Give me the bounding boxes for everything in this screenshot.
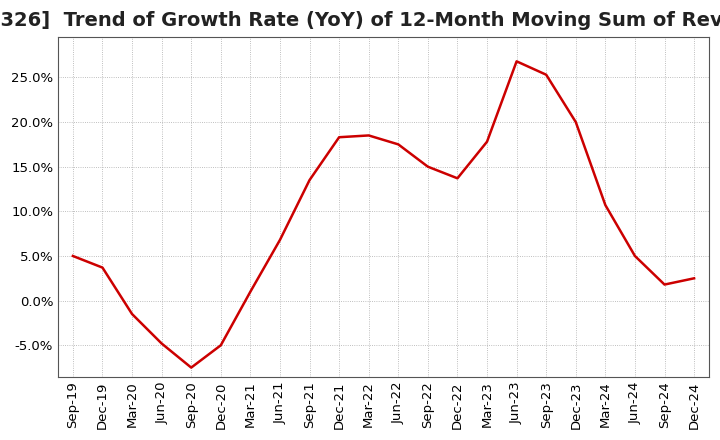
Title: [6326]  Trend of Growth Rate (YoY) of 12-Month Moving Sum of Revenues: [6326] Trend of Growth Rate (YoY) of 12-… — [0, 11, 720, 30]
